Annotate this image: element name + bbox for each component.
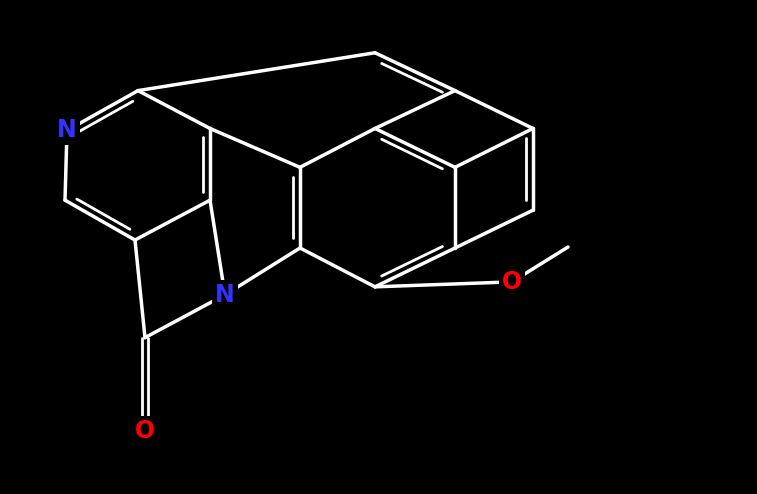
Text: O: O bbox=[502, 270, 522, 294]
Text: O: O bbox=[135, 419, 155, 443]
Text: N: N bbox=[215, 283, 235, 307]
Text: N: N bbox=[57, 119, 77, 142]
